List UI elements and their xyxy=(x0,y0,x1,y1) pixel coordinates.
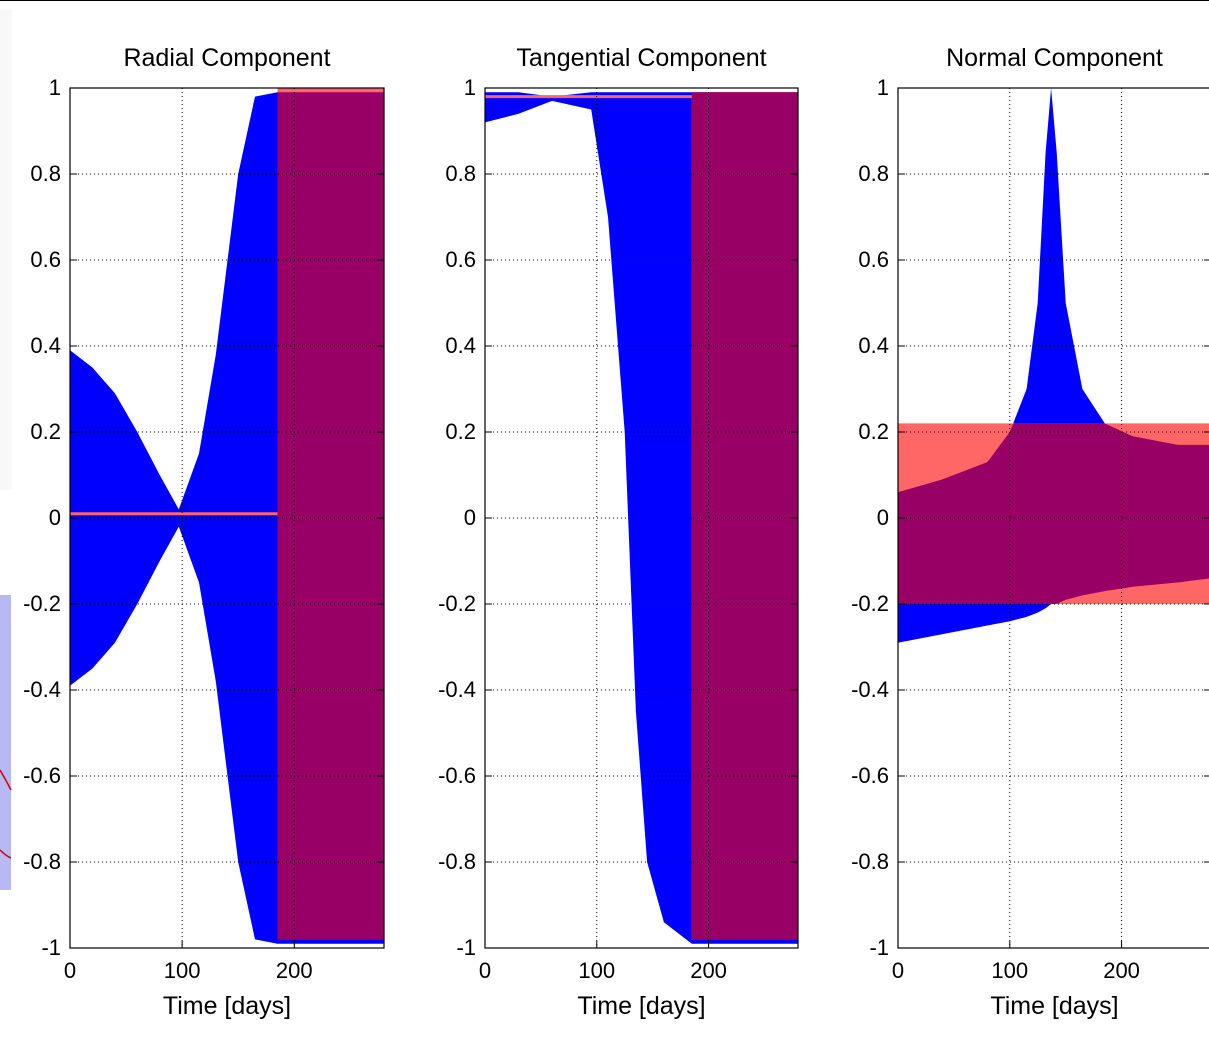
y-tick-label: 1 xyxy=(49,75,61,100)
y-tick-label: 0.2 xyxy=(30,419,61,444)
y-tick-label: 0.6 xyxy=(30,247,61,272)
y-tick-label: -0.2 xyxy=(23,591,61,616)
y-tick-label: 0.8 xyxy=(445,161,476,186)
chart-title: Normal Component xyxy=(946,44,1163,72)
x-axis-label: Time [days] xyxy=(990,992,1118,1020)
x-tick-label: 100 xyxy=(578,958,615,983)
y-tick-label: 0.2 xyxy=(858,419,889,444)
y-tick-label: 0.2 xyxy=(445,419,476,444)
x-tick-label: 200 xyxy=(276,958,313,983)
y-tick-label: 0.4 xyxy=(30,333,61,358)
y-tick-label: -0.8 xyxy=(851,849,889,874)
y-tick-label: 0 xyxy=(877,505,889,530)
radial-component-axes: -1 -0.8 -0.6 -0.4 -0.2 0 0.2 0.4 0.6 0.8 1 0 100 200 R… xyxy=(23,44,385,1020)
x-tick-label: 100 xyxy=(164,958,201,983)
y-tick-label: 0 xyxy=(464,505,476,530)
y-tick-label: 0.4 xyxy=(445,333,476,358)
cropped-plot-fragment-line-2 xyxy=(0,849,12,859)
series-overlap-band xyxy=(898,423,1209,604)
y-tick-label: -0.4 xyxy=(851,677,889,702)
series-overlap-band xyxy=(277,92,384,940)
cropped-plot-fragment-line xyxy=(0,769,12,791)
y-tick-label: -1 xyxy=(41,935,61,960)
y-tick-label: 0.8 xyxy=(858,161,889,186)
top-border-line xyxy=(0,0,1209,1)
y-tick-label: 0.6 xyxy=(445,247,476,272)
series-overlap-band xyxy=(691,92,798,940)
y-tick-label: -0.2 xyxy=(438,591,476,616)
y-tick-label: 0.6 xyxy=(858,247,889,272)
normal-component-axes: -1 -0.8 -0.6 -0.4 -0.2 0 0.2 0.4 0.6 0.8 1 0 100 200 N… xyxy=(851,44,1209,1020)
y-tick-label: -0.8 xyxy=(438,849,476,874)
y-tick-label: -0.4 xyxy=(23,677,61,702)
cropped-plot-fragment xyxy=(0,595,11,890)
chart-title: Radial Component xyxy=(123,44,330,72)
chart-title: Tangential Component xyxy=(516,44,766,72)
cropped-figure-strip xyxy=(0,0,1209,890)
y-tick-label: 1 xyxy=(464,75,476,100)
x-axis-label: Time [days] xyxy=(577,992,705,1020)
y-tick-label: -1 xyxy=(869,935,889,960)
cropped-text-fragment xyxy=(0,10,12,490)
series-group xyxy=(485,92,798,944)
y-tick-label: 0.4 xyxy=(858,333,889,358)
y-tick-label: -0.4 xyxy=(438,677,476,702)
y-tick-label: -0.6 xyxy=(23,763,61,788)
tangential-component-axes: -1 -0.8 -0.6 -0.4 -0.2 0 0.2 0.4 0.6 0.8 1 0 100 200 T… xyxy=(438,44,799,1020)
y-tick-label: -0.6 xyxy=(851,763,889,788)
x-tick-label: 200 xyxy=(690,958,727,983)
x-tick-label: 100 xyxy=(991,958,1028,983)
x-tick-label: 0 xyxy=(479,958,491,983)
y-tick-label: -0.6 xyxy=(438,763,476,788)
y-tick-label: 0 xyxy=(49,505,61,530)
series-group xyxy=(898,88,1209,643)
y-tick-label: -0.8 xyxy=(23,849,61,874)
y-tick-label: 1 xyxy=(877,75,889,100)
y-tick-label: -1 xyxy=(456,935,476,960)
x-tick-label: 0 xyxy=(892,958,904,983)
x-axis-label: Time [days] xyxy=(163,992,291,1020)
x-tick-label: 200 xyxy=(1103,958,1140,983)
y-tick-label: -0.2 xyxy=(851,591,889,616)
x-tick-label: 0 xyxy=(64,958,76,983)
y-tick-label: 0.8 xyxy=(30,161,61,186)
